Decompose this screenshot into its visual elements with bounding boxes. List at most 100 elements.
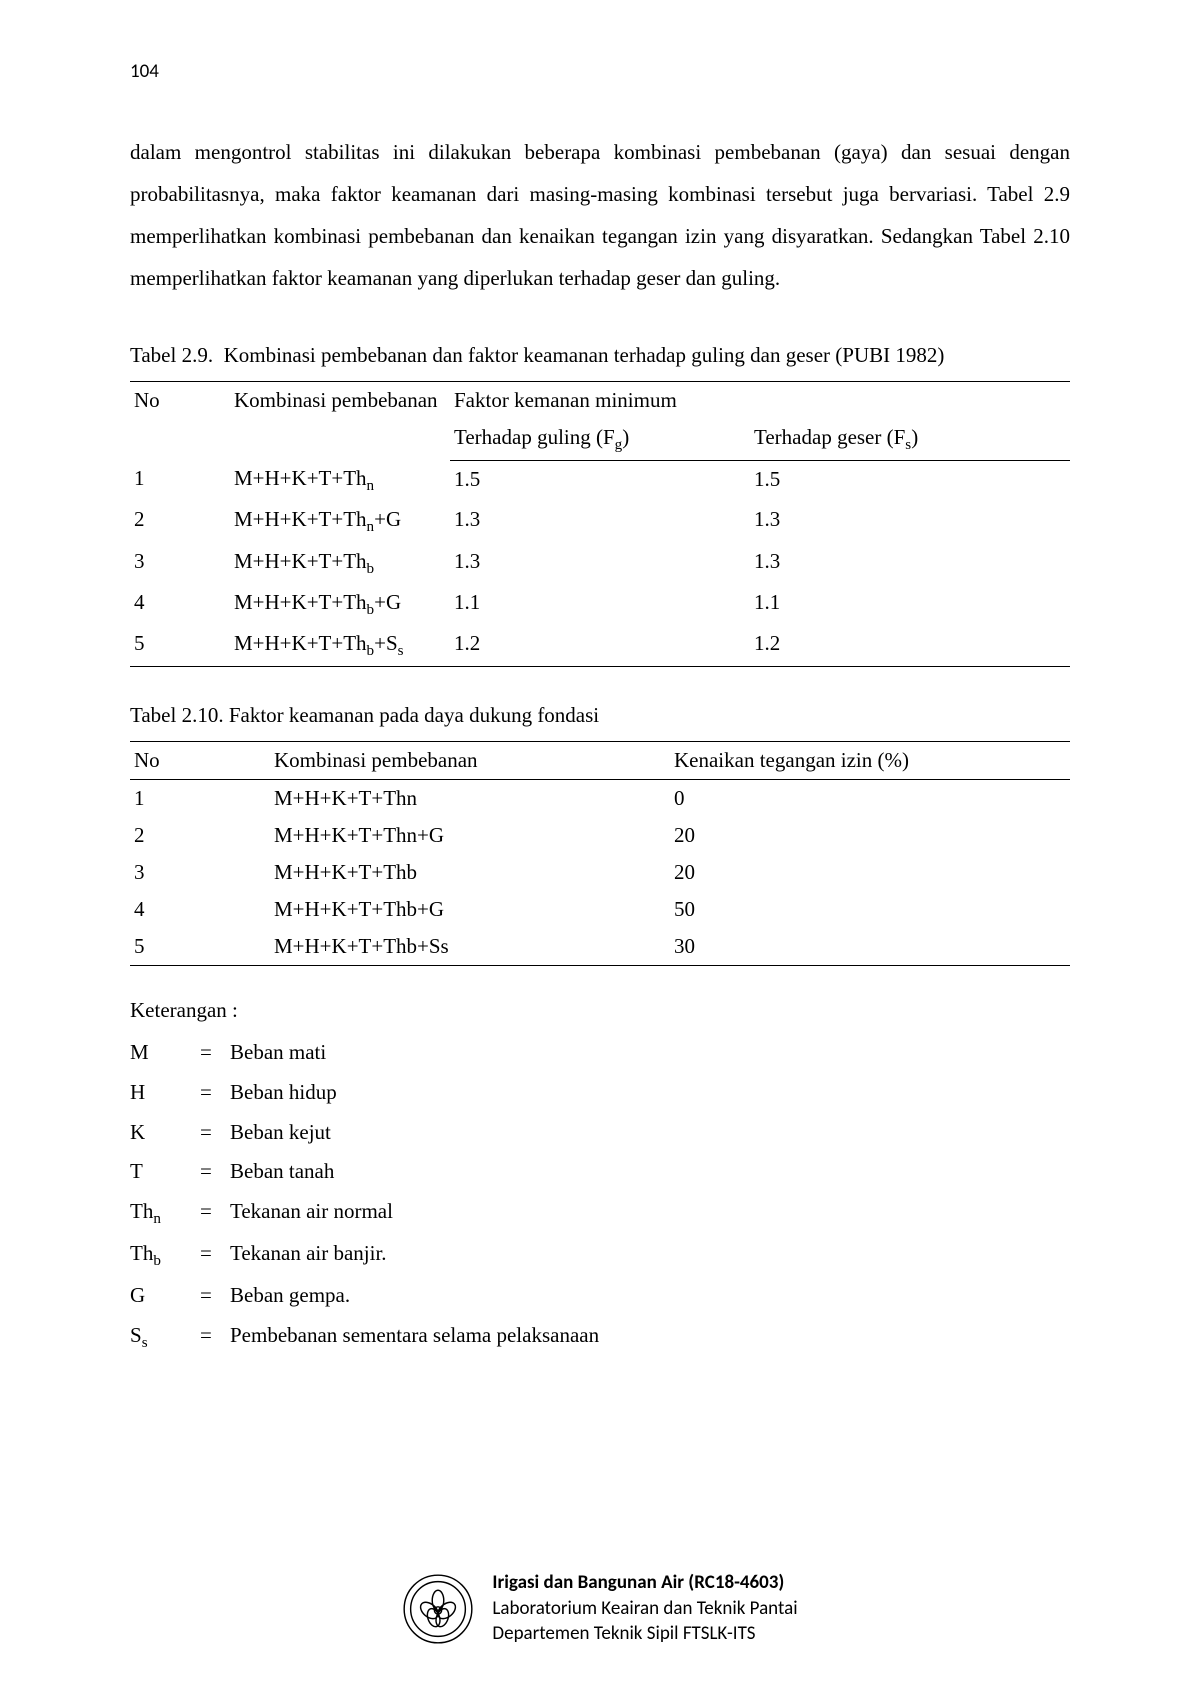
cell-fs: 1.1	[750, 584, 1070, 625]
cell-inc: 20	[670, 817, 1070, 854]
th-no: No	[130, 741, 270, 779]
page-footer: Irigasi dan Bangunan Air (RC18-4603) Lab…	[0, 1570, 1200, 1647]
cell-no: 2	[130, 817, 270, 854]
cell-fs: 1.3	[750, 501, 1070, 542]
legend-desc: Beban hidup	[230, 1073, 337, 1113]
legend-symbol: Thb	[130, 1234, 200, 1276]
legend: M= Beban matiH= Beban hidupK= Beban keju…	[130, 1033, 1070, 1358]
cell-comb: M+H+K+T+Thb+Ss	[230, 625, 450, 667]
table-row: 1M+H+K+T+Thn0	[130, 779, 1070, 817]
table-210-caption: Tabel 2.10. Faktor keamanan pada daya du…	[130, 699, 1070, 733]
legend-desc: Beban tanah	[230, 1152, 334, 1192]
cell-fs: 1.3	[750, 543, 1070, 584]
th-comb: Kombinasi pembebanan	[270, 741, 670, 779]
cell-comb: M+H+K+T+Thb+Ss	[270, 928, 670, 966]
legend-equals: =	[200, 1192, 230, 1234]
cell-fs: 1.5	[750, 460, 1070, 501]
cell-no: 5	[130, 625, 230, 667]
caption-label: Tabel 2.9.	[130, 339, 224, 373]
cell-inc: 0	[670, 779, 1070, 817]
cell-no: 1	[130, 779, 270, 817]
cell-inc: 30	[670, 928, 1070, 966]
th-inc: Kenaikan tegangan izin (%)	[670, 741, 1070, 779]
cell-comb: M+H+K+T+Thb+G	[230, 584, 450, 625]
table-row: 4M+H+K+T+Thb+G1.11.1	[130, 584, 1070, 625]
legend-row: H= Beban hidup	[130, 1073, 1070, 1113]
caption-text: Kombinasi pembebanan dan faktor keamanan…	[224, 339, 945, 373]
th-guling: Terhadap guling (Fg)	[450, 419, 750, 461]
legend-row: Thn= Tekanan air normal	[130, 1192, 1070, 1234]
cell-fg: 1.3	[450, 501, 750, 542]
legend-equals: =	[200, 1113, 230, 1153]
legend-intro: Keterangan :	[130, 998, 1070, 1023]
cell-comb: M+H+K+T+Thn+G	[270, 817, 670, 854]
table-210: No Kombinasi pembebanan Kenaikan teganga…	[130, 741, 1070, 966]
cell-fg: 1.1	[450, 584, 750, 625]
legend-row: T= Beban tanah	[130, 1152, 1070, 1192]
legend-equals: =	[200, 1276, 230, 1316]
legend-symbol: M	[130, 1033, 200, 1073]
table-row: 3M+H+K+T+Thb20	[130, 854, 1070, 891]
cell-comb: M+H+K+T+Thn	[230, 460, 450, 501]
legend-row: K= Beban kejut	[130, 1113, 1070, 1153]
table-row: 3M+H+K+T+Thb1.31.3	[130, 543, 1070, 584]
legend-row: G= Beban gempa.	[130, 1276, 1070, 1316]
legend-desc: Pembebanan sementara selama pelaksanaan	[230, 1316, 599, 1358]
table-row: 2M+H+K+T+Thn+G20	[130, 817, 1070, 854]
cell-no: 4	[130, 584, 230, 625]
legend-equals: =	[200, 1033, 230, 1073]
table-29-caption: Tabel 2.9. Kombinasi pembebanan dan fakt…	[130, 339, 1070, 373]
footer-line-1: Irigasi dan Bangunan Air (RC18-4603)	[492, 1570, 797, 1596]
table-row: 5M+H+K+T+Thb+Ss30	[130, 928, 1070, 966]
cell-comb: M+H+K+T+Thb	[270, 854, 670, 891]
legend-row: Thb= Tekanan air banjir.	[130, 1234, 1070, 1276]
footer-line-2: Laboratorium Keairan dan Teknik Pantai	[492, 1596, 797, 1622]
legend-desc: Beban mati	[230, 1033, 326, 1073]
cell-inc: 20	[670, 854, 1070, 891]
table-row: 4M+H+K+T+Thb+G50	[130, 891, 1070, 928]
legend-symbol: G	[130, 1276, 200, 1316]
legend-equals: =	[200, 1316, 230, 1358]
its-logo-icon	[402, 1573, 474, 1645]
th-no: No	[130, 381, 230, 460]
th-factor: Faktor kemanan minimum	[450, 381, 1070, 419]
legend-symbol: K	[130, 1113, 200, 1153]
cell-fg: 1.2	[450, 625, 750, 667]
cell-no: 2	[130, 501, 230, 542]
legend-desc: Beban kejut	[230, 1113, 331, 1153]
legend-desc: Beban gempa.	[230, 1276, 350, 1316]
footer-text: Irigasi dan Bangunan Air (RC18-4603) Lab…	[492, 1570, 797, 1647]
cell-comb: M+H+K+T+Thn+G	[230, 501, 450, 542]
table-row: 5M+H+K+T+Thb+Ss1.21.2	[130, 625, 1070, 667]
legend-symbol: Ss	[130, 1316, 200, 1358]
table-29: No Kombinasi pembebanan Faktor kemanan m…	[130, 381, 1070, 668]
legend-symbol: H	[130, 1073, 200, 1113]
cell-no: 3	[130, 543, 230, 584]
cell-fg: 1.5	[450, 460, 750, 501]
cell-no: 3	[130, 854, 270, 891]
footer-line-3: Departemen Teknik Sipil FTSLK-ITS	[492, 1621, 797, 1647]
legend-equals: =	[200, 1234, 230, 1276]
cell-fs: 1.2	[750, 625, 1070, 667]
cell-inc: 50	[670, 891, 1070, 928]
cell-comb: M+H+K+T+Thb+G	[270, 891, 670, 928]
cell-comb: M+H+K+T+Thn	[270, 779, 670, 817]
th-geser: Terhadap geser (Fs)	[750, 419, 1070, 461]
cell-no: 4	[130, 891, 270, 928]
cell-comb: M+H+K+T+Thb	[230, 543, 450, 584]
legend-equals: =	[200, 1152, 230, 1192]
legend-symbol: Thn	[130, 1192, 200, 1234]
legend-equals: =	[200, 1073, 230, 1113]
legend-desc: Tekanan air banjir.	[230, 1234, 387, 1276]
page-number: 104	[130, 60, 1070, 83]
th-comb: Kombinasi pembebanan	[230, 381, 450, 460]
legend-desc: Tekanan air normal	[230, 1192, 393, 1234]
cell-no: 1	[130, 460, 230, 501]
cell-no: 5	[130, 928, 270, 966]
table-row: 2M+H+K+T+Thn+G1.31.3	[130, 501, 1070, 542]
cell-fg: 1.3	[450, 543, 750, 584]
body-paragraph: dalam mengontrol stabilitas ini dilakuka…	[130, 131, 1070, 299]
legend-row: M= Beban mati	[130, 1033, 1070, 1073]
legend-symbol: T	[130, 1152, 200, 1192]
table-row: 1M+H+K+T+Thn1.51.5	[130, 460, 1070, 501]
